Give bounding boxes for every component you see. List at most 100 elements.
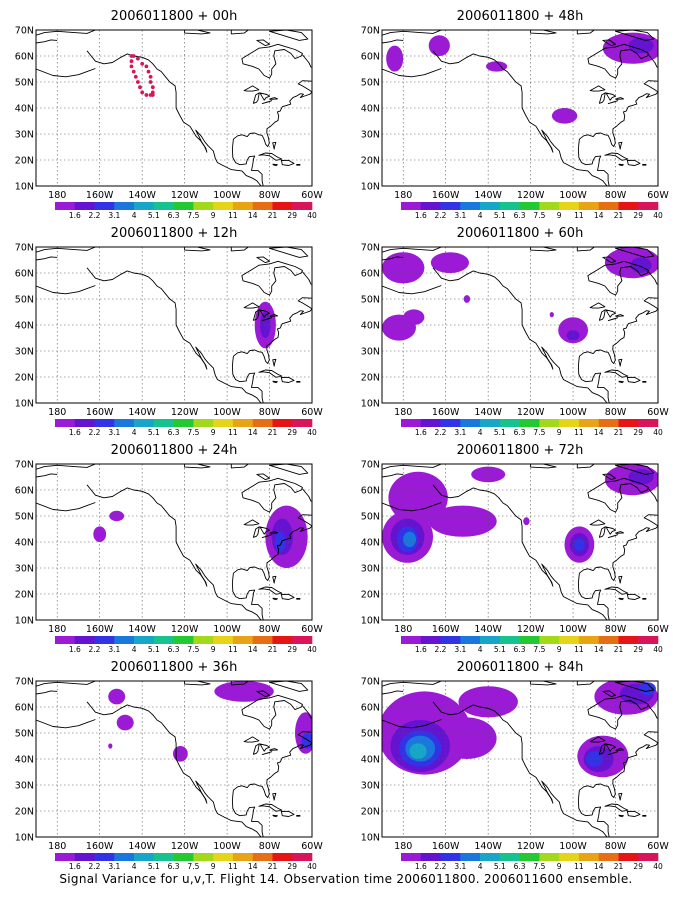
variance-region — [403, 309, 425, 325]
colorbar-label: 14 — [594, 862, 604, 871]
x-tick-label: 160W — [86, 841, 114, 852]
variance-region — [301, 733, 312, 749]
x-tick-label: 140W — [128, 407, 156, 418]
y-tick-label: 20N — [361, 807, 380, 818]
colorbar-swatch — [173, 419, 194, 427]
colorbar-swatch — [420, 853, 441, 861]
colorbar-label: 40 — [307, 428, 317, 437]
colorbar-swatch — [213, 419, 234, 427]
colorbar-swatch — [598, 202, 619, 210]
variance-region — [428, 505, 497, 537]
y-tick-label: 10N — [361, 833, 380, 844]
x-tick-label: 100W — [559, 624, 587, 635]
colorbar-swatch — [440, 853, 461, 861]
colorbar-label: 7.5 — [533, 862, 545, 871]
variance-region — [428, 35, 450, 56]
colorbar-label: 5.1 — [494, 645, 506, 654]
x-tick-label: 180 — [48, 407, 66, 418]
y-tick-label: 70N — [361, 677, 380, 688]
colorbar-label: 11 — [228, 428, 238, 437]
colorbar-label: 14 — [248, 211, 258, 220]
colorbar-swatch — [173, 202, 194, 210]
x-tick-label: 60W — [301, 407, 323, 418]
coastline — [36, 464, 312, 620]
colorbar-label: 2.2 — [435, 645, 447, 654]
flight-track-point — [146, 69, 151, 74]
y-tick-label: 20N — [15, 807, 34, 818]
colorbar-swatch — [114, 202, 135, 210]
flight-track-point — [138, 85, 142, 90]
colorbar-swatch — [480, 419, 501, 427]
colorbar-label: 3.1 — [454, 428, 466, 437]
colorbar-label: 29 — [633, 211, 643, 220]
flight-track-point — [150, 93, 155, 97]
colorbar-label: 7.5 — [533, 211, 545, 220]
colorbar-label: 9 — [557, 428, 562, 437]
variance-region — [108, 688, 126, 705]
colorbar-swatch — [292, 202, 313, 210]
colorbar-swatch — [292, 419, 313, 427]
colorbar-swatch — [292, 853, 313, 861]
colorbar-label: 14 — [248, 428, 258, 437]
colorbar-swatch — [440, 419, 461, 427]
y-tick-label: 10N — [361, 182, 380, 193]
colorbar-swatch — [55, 636, 76, 644]
y-tick-label: 20N — [15, 373, 34, 384]
variance-region — [430, 252, 469, 273]
colorbar-label: 5.1 — [494, 428, 506, 437]
colorbar-label: 14 — [594, 211, 604, 220]
colorbar-label: 14 — [594, 428, 604, 437]
y-tick-label: 20N — [361, 373, 380, 384]
colorbar-label: 5.1 — [148, 428, 160, 437]
flight-track-point — [129, 64, 134, 69]
colorbar-label: 40 — [653, 645, 663, 654]
colorbar-swatch — [134, 853, 155, 861]
map-frame — [35, 29, 313, 187]
map-frame — [35, 246, 313, 404]
colorbar-swatch — [74, 419, 95, 427]
figure-caption: Signal Variance for u,v,T. Flight 14. Ob… — [59, 872, 633, 886]
variance-region — [486, 61, 508, 72]
y-tick-label: 70N — [15, 460, 34, 471]
colorbar-swatch — [519, 202, 540, 210]
colorbar-label: 4 — [478, 645, 483, 654]
flight-track-point — [140, 90, 145, 95]
map-panel-72h: 2006011800 + 72h 10N 20N 30N 40N 50N 60N 70N 180… — [346, 436, 692, 654]
colorbar-label: 6.3 — [168, 211, 180, 220]
colorbar-swatch — [153, 202, 174, 210]
colorbar-swatch — [460, 853, 481, 861]
colorbar-swatch — [539, 419, 560, 427]
y-tick-label: 50N — [15, 512, 34, 523]
colorbar-swatch — [480, 636, 501, 644]
y-tick-label: 50N — [361, 78, 380, 89]
colorbar-label: 3.1 — [454, 645, 466, 654]
map-panel-84h: 2006011800 + 84h 10N 20N 30N 40N 50N 60N 70N 180… — [346, 653, 692, 871]
coastline — [36, 30, 312, 186]
x-tick-label: 120W — [517, 407, 545, 418]
y-tick-label: 10N — [15, 616, 34, 627]
colorbar-swatch — [193, 202, 214, 210]
colorbar-swatch — [460, 202, 481, 210]
flight-track-point — [150, 85, 155, 90]
colorbar-swatch — [559, 636, 580, 644]
variance-region — [116, 714, 134, 731]
colorbar-label: 7.5 — [187, 645, 199, 654]
colorbar-swatch — [578, 853, 599, 861]
y-tick-label: 50N — [361, 512, 380, 523]
y-tick-label: 70N — [15, 677, 34, 688]
colorbar-swatch — [460, 419, 481, 427]
colorbar-label: 3.1 — [454, 862, 466, 871]
coastline — [382, 464, 658, 620]
x-tick-label: 100W — [213, 624, 241, 635]
colorbar-swatch — [638, 202, 659, 210]
y-tick-label: 60N — [361, 269, 380, 280]
x-tick-label: 160W — [86, 624, 114, 635]
colorbar-swatch — [618, 853, 639, 861]
colorbar-swatch — [578, 202, 599, 210]
colorbar-label: 1.6 — [69, 862, 81, 871]
variance-region — [173, 746, 188, 762]
map-frame — [35, 463, 313, 621]
colorbar-label: 5.1 — [494, 862, 506, 871]
colorbar-label: 9 — [557, 862, 562, 871]
flight-track-point — [133, 74, 138, 79]
